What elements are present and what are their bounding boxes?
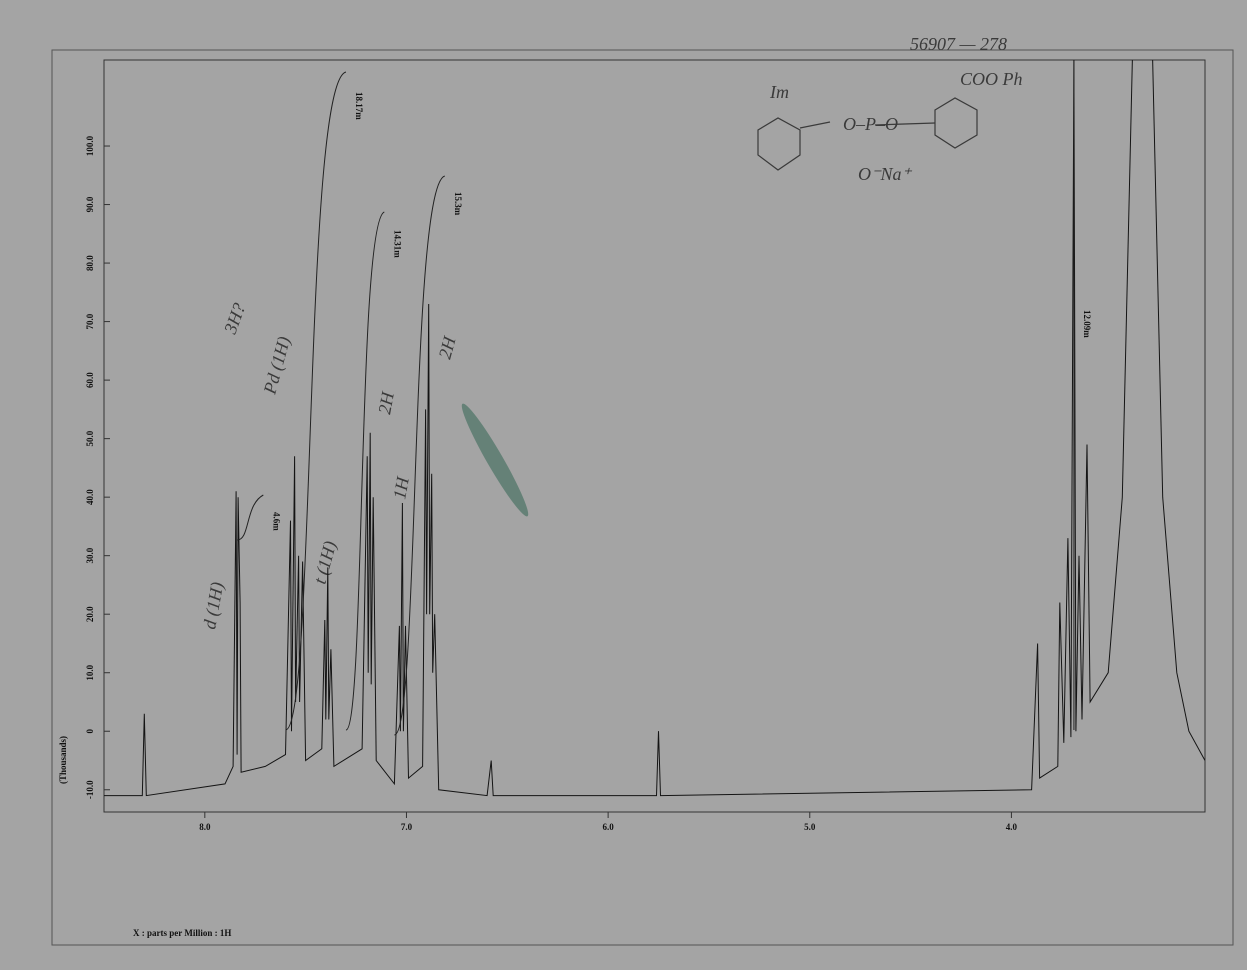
integral-label: 4.6m: [271, 512, 281, 531]
y-tick-label: 40.0: [85, 489, 95, 505]
annotation: 2H: [374, 390, 398, 416]
y-tick-label: 90.0: [85, 196, 95, 212]
integral: [345, 211, 385, 731]
plot: [104, 60, 1205, 797]
y-tick-label: 20.0: [85, 606, 95, 622]
y-tick-label: 50.0: [85, 430, 95, 446]
x-tick-label: 4.0: [1006, 822, 1018, 832]
plot-area: [103, 59, 1206, 813]
annotation: O⁻Na⁺: [858, 164, 913, 184]
y-tick-label: 80.0: [85, 255, 95, 271]
annotation: 1H: [389, 475, 413, 501]
x-tick-label: 7.0: [401, 822, 413, 832]
svg-text:O–P–O: O–P–O: [843, 114, 898, 134]
x-tick-label: 5.0: [804, 822, 816, 832]
annotation: Im: [769, 82, 789, 102]
integral-label: 18.17m: [354, 92, 364, 120]
frame: [51, 49, 1234, 946]
spectrum: [104, 60, 1205, 797]
y-tick-label: 10.0: [85, 664, 95, 680]
y-tick-label: -10.0: [85, 780, 95, 799]
integral-label: 12.09m: [1082, 310, 1092, 338]
x-label: X : parts per Million : 1H: [133, 928, 231, 938]
integral: [236, 494, 264, 541]
smudge: [461, 403, 529, 517]
y-label: (Thousands): [58, 736, 68, 784]
y-tick-label: 0: [85, 728, 95, 733]
y-tick-label: 60.0: [85, 372, 95, 388]
integral: [393, 175, 446, 736]
integral-label: 14.31m: [392, 230, 402, 258]
y-tick-label: 100.0: [85, 135, 95, 156]
annotation: COO Ph: [960, 69, 1023, 89]
title: 56907 — 278: [910, 34, 1007, 54]
integral: [285, 71, 347, 731]
y-tick-label: 70.0: [85, 313, 95, 329]
x-tick-label: 6.0: [602, 822, 614, 832]
x-tick-label: 8.0: [199, 822, 211, 832]
structure: O–P–O: [757, 97, 978, 171]
y-tick-label: 30.0: [85, 547, 95, 563]
integral-label: 15.3m: [453, 192, 463, 216]
